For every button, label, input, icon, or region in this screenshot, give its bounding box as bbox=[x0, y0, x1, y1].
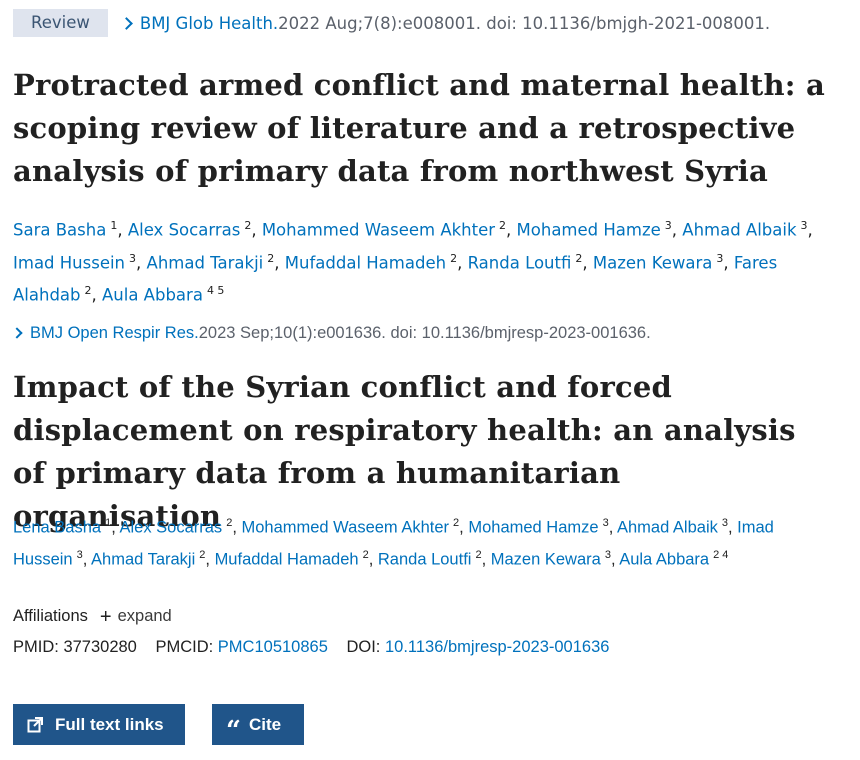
author-name[interactable]: Mazen Kewara bbox=[490, 550, 601, 568]
author-separator: , bbox=[481, 550, 491, 568]
affiliation-number[interactable]: 1 bbox=[110, 219, 118, 232]
author-name[interactable]: Mufaddal Hamadeh bbox=[284, 253, 447, 272]
external-link-icon bbox=[27, 716, 43, 732]
author-name[interactable]: Ahmad Tarakji bbox=[146, 253, 264, 272]
affiliations-label: Affiliations bbox=[13, 607, 88, 625]
author-name[interactable]: Imad Hussein bbox=[13, 518, 774, 569]
author-name[interactable]: Randa Loutfi bbox=[377, 550, 472, 568]
affiliation-number[interactable]: 2 bbox=[453, 517, 460, 529]
author-separator: , bbox=[582, 253, 593, 272]
article-title-1[interactable]: Protracted armed conflict and maternal h… bbox=[13, 68, 825, 188]
author-name[interactable]: Alex Socarras bbox=[127, 220, 241, 240]
affiliation-number[interactable]: 3 bbox=[800, 219, 808, 232]
affiliations-row: Affiliations + expand bbox=[13, 605, 172, 628]
journal-link-1[interactable]: BMJ Glob Health. bbox=[139, 13, 279, 33]
cite-button[interactable]: “ Cite bbox=[212, 704, 304, 745]
author-separator: , bbox=[457, 253, 468, 272]
author-name[interactable]: Mazen Kewara bbox=[592, 253, 713, 272]
author-separator: , bbox=[205, 550, 215, 568]
affiliation-number[interactable]: 2 bbox=[244, 219, 252, 232]
affiliation-number[interactable]: 3 bbox=[716, 251, 724, 265]
affiliation-number[interactable]: 3 bbox=[721, 517, 728, 529]
affiliation-number[interactable]: 2 bbox=[450, 251, 458, 265]
author-separator: , bbox=[723, 253, 734, 272]
author-name[interactable]: Mohamed Hamze bbox=[516, 220, 661, 240]
author-separator: , bbox=[610, 550, 620, 568]
citation-line-1: Review BMJ Glob Health. 2022 Aug;7(8):e0… bbox=[13, 9, 770, 37]
cite-label: Cite bbox=[248, 714, 282, 734]
expand-toggle[interactable]: expand bbox=[117, 607, 172, 625]
author-name[interactable]: Fares Alahdab bbox=[13, 253, 778, 305]
affiliation-number[interactable]: 3 bbox=[664, 219, 672, 232]
author-name[interactable]: Ahmad Albaik bbox=[682, 220, 797, 240]
author-name[interactable]: Aula Abbara bbox=[619, 550, 710, 568]
author-separator: , bbox=[91, 285, 102, 305]
affiliation-number[interactable]: 4 5 bbox=[206, 284, 225, 297]
author-name[interactable]: Mohamed Hamze bbox=[468, 518, 599, 537]
affiliation-number[interactable]: 2 bbox=[575, 251, 583, 265]
doi-label: DOI: bbox=[346, 638, 381, 656]
author-name[interactable]: Mohammed Waseem Akhter bbox=[241, 518, 450, 537]
author-separator: , bbox=[368, 550, 378, 568]
author-name[interactable]: Ahmad Tarakji bbox=[91, 550, 196, 568]
author-name[interactable]: Randa Loutfi bbox=[467, 253, 572, 272]
plus-icon[interactable]: + bbox=[99, 605, 112, 628]
author-separator: , bbox=[608, 518, 617, 537]
affiliation-number[interactable]: 2 4 bbox=[713, 548, 729, 561]
author-separator: , bbox=[459, 518, 469, 537]
author-name[interactable]: Imad Hussein bbox=[13, 253, 126, 272]
affiliation-number[interactable]: 2 bbox=[475, 548, 482, 561]
author-list-2: Lena Basha 1, Alex Socarras 2, Mohammed Wa… bbox=[13, 510, 833, 573]
review-badge: Review bbox=[13, 9, 108, 37]
author-separator: , bbox=[506, 220, 517, 240]
pmid-value: 37730280 bbox=[63, 638, 137, 656]
author-separator: , bbox=[82, 550, 92, 568]
author-separator: , bbox=[274, 253, 285, 272]
author-list-1: Sara Basha 1, Alex Socarras 2, Mohammed Wa… bbox=[13, 212, 833, 310]
author-separator: , bbox=[117, 220, 128, 240]
pmcid-label: PMCID: bbox=[155, 638, 214, 656]
affiliation-number[interactable]: 2 bbox=[226, 517, 233, 529]
affiliation-number[interactable]: 1 bbox=[105, 517, 112, 529]
full-text-links-button[interactable]: Full text links bbox=[13, 704, 185, 745]
author-separator: , bbox=[728, 518, 738, 537]
pmid-label: PMID: bbox=[13, 638, 59, 656]
chevron-right-icon[interactable] bbox=[11, 327, 23, 339]
author-name[interactable]: Mohammed Waseem Akhter bbox=[261, 220, 496, 240]
author-name[interactable]: Lena Basha bbox=[13, 518, 102, 537]
affiliation-number[interactable]: 3 bbox=[604, 548, 611, 561]
affiliation-number[interactable]: 2 bbox=[362, 548, 369, 561]
affiliation-number[interactable]: 2 bbox=[499, 219, 507, 232]
affiliation-number[interactable]: 3 bbox=[602, 517, 609, 529]
journal-link-2[interactable]: BMJ Open Respir Res. bbox=[30, 323, 199, 342]
author-name[interactable]: Ahmad Albaik bbox=[616, 518, 718, 537]
pmcid-link[interactable]: PMC10510865 bbox=[217, 638, 328, 656]
affiliation-number[interactable]: 2 bbox=[84, 284, 92, 297]
author-separator: , bbox=[671, 220, 683, 240]
author-name[interactable]: Mufaddal Hamadeh bbox=[214, 550, 359, 568]
author-separator: , bbox=[807, 220, 813, 240]
quote-icon: “ bbox=[226, 715, 241, 746]
affiliation-number[interactable]: 3 bbox=[76, 548, 83, 561]
affiliation-number[interactable]: 2 bbox=[267, 251, 275, 265]
full-text-links-label: Full text links bbox=[55, 714, 164, 734]
citation-line-2: BMJ Open Respir Res. 2023 Sep;10(1):e001… bbox=[11, 320, 651, 346]
author-name[interactable]: Alex Socarras bbox=[119, 518, 223, 537]
author-name[interactable]: Sara Basha bbox=[13, 220, 107, 240]
article-title-2: Impact of the Syrian conflict and forced… bbox=[13, 370, 796, 533]
author-separator: , bbox=[111, 518, 120, 537]
citation-meta-1: 2022 Aug;7(8):e008001. doi: 10.1136/bmjg… bbox=[278, 13, 771, 33]
author-separator: , bbox=[136, 253, 147, 272]
author-separator: , bbox=[251, 220, 262, 240]
chevron-right-icon[interactable] bbox=[120, 16, 133, 30]
citation-meta-2: 2023 Sep;10(1):e001636. doi: 10.1136/bmj… bbox=[198, 323, 651, 342]
identifiers-row: PMID: 37730280 PMCID: PMC10510865 DOI: 1… bbox=[13, 638, 609, 657]
author-separator: , bbox=[232, 518, 242, 537]
affiliation-number[interactable]: 2 bbox=[199, 548, 206, 561]
doi-link[interactable]: 10.1136/bmjresp-2023-001636 bbox=[384, 638, 610, 656]
author-name[interactable]: Aula Abbara bbox=[102, 285, 203, 305]
affiliation-number[interactable]: 3 bbox=[129, 251, 137, 265]
